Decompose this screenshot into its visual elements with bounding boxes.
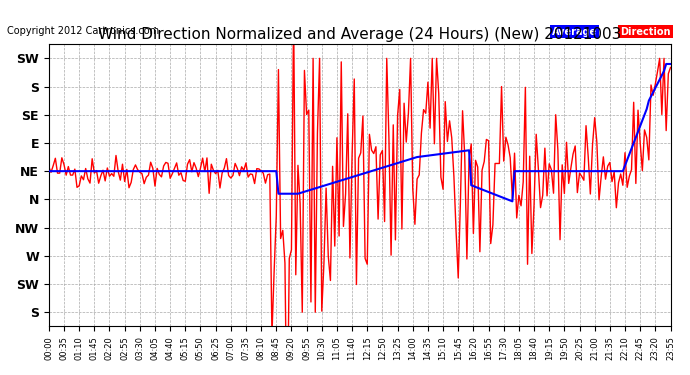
- Text: Average: Average: [551, 27, 597, 36]
- Text: Copyright 2012 Cartronics.com: Copyright 2012 Cartronics.com: [7, 26, 159, 36]
- Title: Wind Direction Normalized and Average (24 Hours) (New) 20121003: Wind Direction Normalized and Average (2…: [98, 27, 622, 42]
- Text: Direction: Direction: [620, 27, 671, 36]
